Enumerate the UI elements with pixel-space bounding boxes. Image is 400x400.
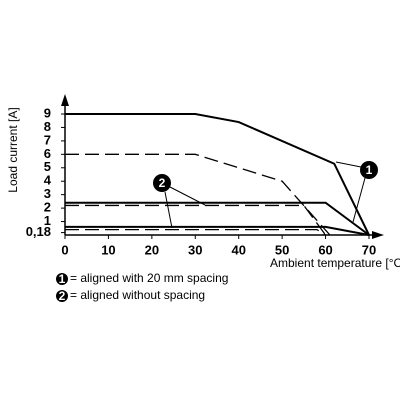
x-tick-label: 60 <box>318 242 332 257</box>
y-tick-label: 9 <box>44 105 51 120</box>
marker-label: 1 <box>366 163 373 177</box>
x-tick-label: 0 <box>61 242 68 257</box>
marker-circle <box>360 161 378 179</box>
y-tick-label: 4 <box>44 173 52 188</box>
y-tick-label: 8 <box>44 119 51 134</box>
y-tick-label: 0,18 <box>26 224 51 239</box>
legend-marker <box>56 273 68 285</box>
leader-line <box>335 161 362 168</box>
x-tick-label: 40 <box>231 242 245 257</box>
legend-marker-label: 1 <box>59 272 66 286</box>
series-line <box>65 204 327 236</box>
legend-label: = aligned with 20 mm spacing <box>70 271 228 285</box>
series-line <box>65 225 370 236</box>
y-tick-label: 7 <box>44 132 51 147</box>
legend-marker-label: 2 <box>59 289 66 303</box>
y-tick-label: 1 <box>44 213 51 228</box>
series-line <box>65 201 370 236</box>
x-tick-label: 30 <box>188 242 202 257</box>
x-tick-label: 20 <box>145 242 159 257</box>
y-tick-label: 5 <box>44 159 51 174</box>
y-tick-label: 3 <box>44 186 51 201</box>
leader-line <box>164 191 173 229</box>
x-tick-label: 70 <box>362 242 376 257</box>
x-axis-arrow <box>372 231 384 239</box>
legend-label: = aligned without spacing <box>70 288 205 302</box>
y-tick-label: 6 <box>44 146 51 161</box>
y-tick-label: 2 <box>44 200 51 215</box>
x-tick-label: 50 <box>275 242 289 257</box>
series-line <box>65 228 326 236</box>
series-line <box>65 113 370 236</box>
legend-marker <box>56 290 68 302</box>
y-axis-title: Load current [A] <box>6 107 20 192</box>
leader-line <box>352 177 366 223</box>
x-tick-label: 10 <box>101 242 115 257</box>
marker-label: 2 <box>159 176 166 190</box>
y-axis-arrow <box>61 94 69 106</box>
marker-circle <box>153 174 171 192</box>
series-line <box>65 153 331 236</box>
x-axis-title: Ambient temperature [°C] <box>270 256 400 270</box>
